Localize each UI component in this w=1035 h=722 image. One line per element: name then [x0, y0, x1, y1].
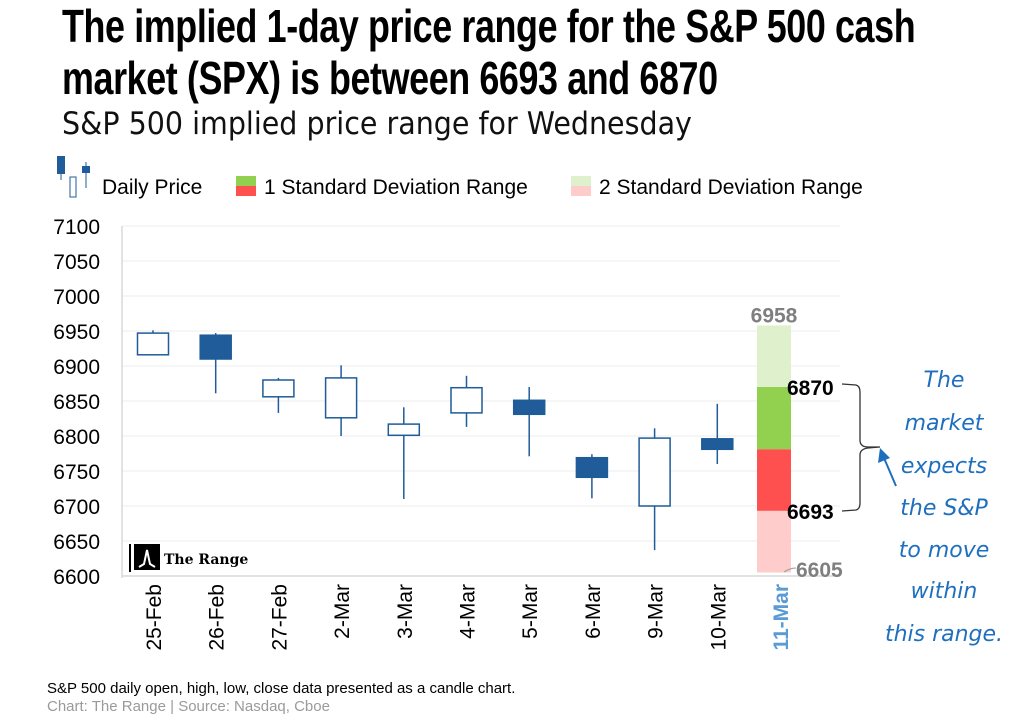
- logo-icon: [138, 549, 156, 568]
- legend-sd2-icon: [571, 186, 591, 196]
- y-tick-label: 7050: [53, 251, 100, 274]
- y-tick-label: 7000: [53, 286, 100, 309]
- annotation-line: the S&P: [900, 496, 988, 521]
- y-tick-label: 6700: [53, 496, 100, 519]
- footer-source: Chart: The Range | Source: Nasdaq, Cboe: [47, 698, 330, 715]
- y-tick-label: 6800: [53, 426, 100, 449]
- y-tick-label: 7100: [53, 216, 100, 239]
- footer-note: S&P 500 daily open, high, low, close dat…: [47, 680, 516, 697]
- x-tick-label: 9-Mar: [645, 584, 668, 639]
- sd1-upper-range: [757, 387, 791, 450]
- legend-sd1: 1 Standard Deviation Range: [264, 176, 528, 199]
- annotation-line: this range.: [885, 622, 1003, 647]
- candle-up-body: [136, 332, 170, 356]
- legend-sd2-icon: [571, 176, 591, 186]
- leader-line: [783, 567, 797, 573]
- arrow-shaft: [883, 457, 897, 487]
- candle-down-body: [575, 456, 609, 479]
- logo-text: The Range: [164, 552, 248, 568]
- candle-up-body: [262, 379, 295, 398]
- x-tick-label: 6-Mar: [582, 584, 605, 639]
- y-tick-label: 6900: [53, 356, 100, 379]
- sd2-upper-range: [757, 325, 791, 387]
- title-line-2: market (SPX) is between 6693 and 6870: [62, 52, 718, 104]
- candle-up-body: [638, 437, 671, 507]
- legend-candle-icon: [57, 156, 65, 174]
- candle-down-body: [701, 438, 734, 451]
- annotation-line: expects: [901, 454, 987, 479]
- y-tick-label: 6850: [53, 391, 100, 414]
- x-tick-label: 27-Feb: [268, 584, 291, 651]
- logo-icon: [134, 544, 160, 570]
- x-tick-label: 26-Feb: [206, 584, 229, 651]
- range-label-sd1-high: 6870: [787, 377, 834, 400]
- legend-candle-icon: [69, 176, 77, 198]
- candle-up-body: [450, 386, 483, 414]
- x-tick-label: 5-Mar: [519, 584, 542, 639]
- candle-up-body: [324, 377, 358, 419]
- range-label-sd1-low: 6693: [787, 501, 834, 524]
- annotation-line: market: [905, 411, 985, 436]
- title-line-1: The implied 1-day price range for the S&…: [62, 0, 916, 52]
- sd1-lower-range: [757, 449, 791, 511]
- candle-up-body: [387, 423, 421, 437]
- y-tick-label: 6600: [53, 566, 100, 589]
- y-tick-label: 6750: [53, 461, 100, 484]
- x-tick-label: 10-Mar: [707, 584, 730, 651]
- legend-sd1-icon: [236, 176, 256, 186]
- y-tick-label: 6950: [53, 321, 100, 344]
- range-label-sd2-low: 6605: [796, 559, 843, 582]
- brace-bracket: [841, 383, 881, 512]
- candle-down-body: [512, 399, 546, 416]
- sd2-lower-range: [757, 510, 791, 573]
- annotation-line: within: [911, 579, 978, 604]
- legend-sd1-icon: [236, 186, 256, 196]
- chart-subtitle: S&P 500 implied price range for Wednesda…: [62, 106, 692, 142]
- annotation-line: The: [924, 368, 965, 393]
- x-tick-label: 25-Feb: [143, 584, 166, 651]
- x-tick-label: 11-Mar: [770, 584, 793, 651]
- x-tick-label: 3-Mar: [394, 584, 417, 639]
- annotation-line: to move: [899, 538, 990, 563]
- y-tick-label: 6650: [53, 531, 100, 554]
- legend-daily-price: Daily Price: [102, 176, 202, 199]
- x-tick-label: 4-Mar: [457, 584, 480, 639]
- legend-sd2: 2 Standard Deviation Range: [599, 176, 863, 199]
- x-tick-label: 2-Mar: [331, 584, 354, 639]
- candle-down-body: [199, 334, 232, 360]
- chart-title: The implied 1-day price range for the S&…: [62, 0, 920, 104]
- range-label-sd2-high: 6958: [751, 304, 798, 327]
- arrow-head-icon: [878, 448, 890, 463]
